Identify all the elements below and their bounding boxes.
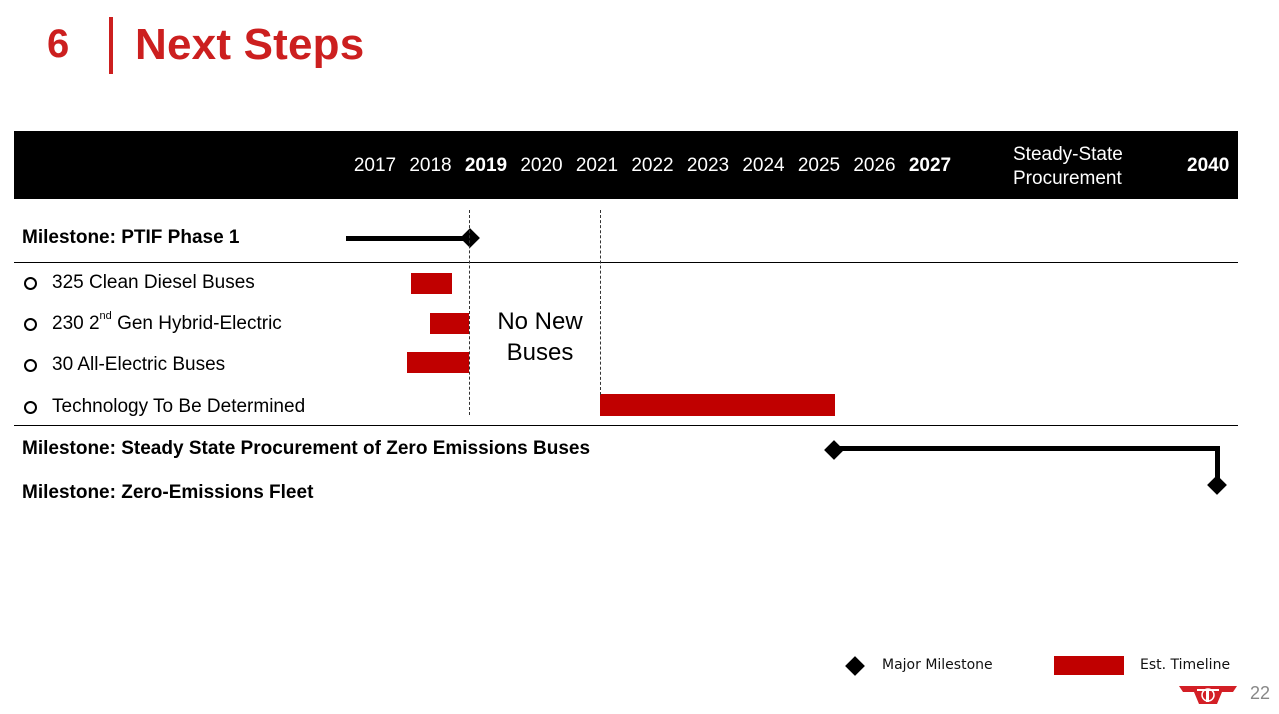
ptif-milestone-diamond (460, 228, 480, 248)
row-divider-top (14, 262, 1238, 263)
dashed-line-2019 (469, 210, 470, 415)
hybrid-electric-bar (430, 313, 469, 334)
year-label-2027: 2027 (908, 155, 952, 176)
row-divider-bottom (14, 425, 1238, 426)
dashed-line-2021 (600, 210, 601, 395)
milestone-ptif-label: Milestone: PTIF Phase 1 (22, 227, 240, 248)
item-hybrid-electric-label: 230 2nd Gen Hybrid-Electric (52, 309, 282, 334)
ptif-timeline-line (346, 236, 468, 241)
item-all-electric-label: 30 All-Electric Buses (52, 354, 226, 375)
legend-est-timeline-label: Est. Timeline (1140, 657, 1231, 673)
steady-state-timeline-line (835, 446, 1220, 451)
page-title: Next Steps (135, 20, 365, 69)
year-label-2025: 2025 (797, 155, 841, 176)
section-number: 6 (47, 22, 70, 66)
year-label-2018: 2018 (409, 155, 452, 176)
steady-state-connector-line (1215, 446, 1220, 480)
page-number: 22 (1250, 683, 1271, 703)
year-label-2020: 2020 (520, 155, 563, 176)
milestone-zero-emissions-label: Milestone: Zero-Emissions Fleet (22, 482, 314, 503)
legend-milestone-diamond-icon (845, 656, 865, 676)
steady-state-label: Steady-State Procurement (1013, 144, 1123, 189)
bullet-icon (24, 401, 37, 414)
year-label-2019: 2019 (464, 155, 508, 176)
milestone-steady-state-label: Milestone: Steady State Procurement of Z… (22, 438, 591, 459)
tbd-technology-bar (600, 394, 835, 416)
year-2040-label: 2040 (1187, 155, 1230, 176)
no-new-buses-annotation: No New Buses (497, 308, 583, 366)
legend-major-milestone-label: Major Milestone (882, 657, 993, 673)
bullet-icon (24, 318, 37, 331)
bullet-icon (24, 359, 37, 372)
item-clean-diesel-label: 325 Clean Diesel Buses (52, 272, 255, 293)
year-header-bar (14, 131, 1238, 199)
item-tbd-technology-label: Technology To Be Determined (52, 396, 306, 417)
title-divider (109, 17, 113, 74)
bullet-icon (24, 277, 37, 290)
year-label-2022: 2022 (631, 155, 674, 176)
all-electric-bar (407, 352, 469, 373)
year-label-2021: 2021 (575, 155, 619, 176)
year-label-2017: 2017 (353, 155, 397, 176)
zero-emissions-milestone-diamond (1207, 475, 1227, 495)
ttc-logo-icon (1179, 686, 1237, 704)
year-label-2024: 2024 (742, 155, 785, 176)
legend-timeline-bar-icon (1054, 656, 1124, 675)
year-label-2023: 2023 (686, 155, 730, 176)
year-label-2026: 2026 (853, 155, 896, 176)
clean-diesel-bar (411, 273, 452, 294)
